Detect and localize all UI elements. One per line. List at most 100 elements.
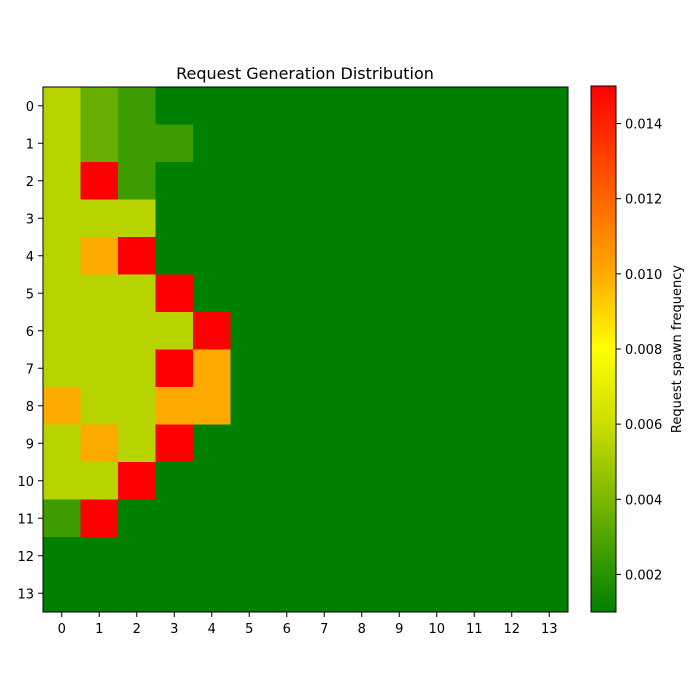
heatmap-cell — [118, 87, 156, 125]
heatmap-cell — [455, 312, 494, 350]
x-tick-label: 4 — [208, 622, 216, 637]
y-tick-label: 2 — [26, 175, 34, 190]
heatmap-cell — [268, 387, 306, 425]
heatmap-cell — [230, 162, 269, 200]
heatmap-cell — [343, 124, 381, 163]
heatmap-cell — [80, 199, 119, 238]
heatmap-cell — [193, 499, 231, 538]
heatmap-cell — [530, 237, 569, 275]
heatmap-cell — [230, 499, 269, 538]
heatmap-cell — [80, 499, 119, 538]
heatmap-cell — [80, 162, 119, 200]
heatmap-cell — [343, 537, 381, 575]
heatmap-cell — [530, 274, 569, 313]
heatmap-cell — [418, 124, 456, 163]
heatmap-cell — [530, 124, 569, 163]
heatmap-cell — [493, 499, 531, 538]
heatmap-cell — [155, 574, 194, 613]
heatmap-cell — [43, 199, 81, 238]
heatmap-cell — [418, 574, 456, 613]
x-tick-label: 3 — [170, 622, 178, 637]
colorbar-tick-label: 0.002 — [625, 568, 662, 583]
heatmap-cell — [530, 424, 569, 463]
heatmap-cell — [380, 537, 419, 575]
heatmap-cell — [43, 462, 81, 500]
heatmap-cell — [380, 312, 419, 350]
heatmap-cell — [193, 237, 231, 275]
heatmap-cell — [305, 349, 344, 388]
heatmap-cell — [493, 349, 531, 388]
heatmap-cell — [118, 162, 156, 200]
heatmap-cell — [155, 87, 194, 125]
heatmap-cell — [380, 237, 419, 275]
heatmap-cell — [380, 499, 419, 538]
y-tick-label: 9 — [26, 437, 34, 452]
heatmap-cell — [230, 424, 269, 463]
heatmap-cell — [118, 312, 156, 350]
y-tick-label: 12 — [17, 550, 34, 565]
heatmap-cell — [155, 124, 194, 163]
heatmap-cell — [305, 124, 344, 163]
heatmap-cell — [230, 237, 269, 275]
heatmap-cell — [418, 199, 456, 238]
heatmap-cell — [493, 387, 531, 425]
heatmap-cell — [118, 462, 156, 500]
heatmap-cell — [268, 574, 306, 613]
colorbar-tick-label: 0.014 — [625, 118, 662, 133]
heatmap-cell — [418, 312, 456, 350]
heatmap-cell — [380, 199, 419, 238]
heatmap-cell — [343, 349, 381, 388]
heatmap-cell — [118, 387, 156, 425]
heatmap-cell — [268, 312, 306, 350]
heatmap-cell — [530, 574, 569, 613]
heatmap-cell — [193, 424, 231, 463]
heatmap-cell — [493, 162, 531, 200]
heatmap-cell — [418, 462, 456, 500]
heatmap-cell — [230, 349, 269, 388]
heatmap-cell — [305, 237, 344, 275]
heatmap-cell — [268, 424, 306, 463]
heatmap-cell — [155, 349, 194, 388]
heatmap-cell — [193, 124, 231, 163]
heatmap-cell — [80, 87, 119, 125]
heatmap-cell — [455, 574, 494, 613]
heatmap-cell — [43, 237, 81, 275]
x-axis-ticks: 0 1 2 3 4 5 6 7 8 9 10 11 12 13 — [58, 612, 558, 637]
heatmap-cell — [418, 387, 456, 425]
y-tick-label: 11 — [17, 512, 34, 527]
heatmap-cell — [305, 87, 344, 125]
heatmap-cell — [268, 349, 306, 388]
heatmap-cell — [418, 274, 456, 313]
heatmap-cell — [268, 237, 306, 275]
heatmap-cell — [230, 462, 269, 500]
heatmap-cell — [343, 499, 381, 538]
heatmap-cell — [455, 124, 494, 163]
heatmap-cell — [418, 162, 456, 200]
heatmap-cell — [305, 387, 344, 425]
heatmap-cells — [43, 87, 569, 613]
heatmap-cell — [530, 499, 569, 538]
heatmap-cell — [343, 199, 381, 238]
heatmap-cell — [380, 124, 419, 163]
colorbar-ticks: 0.002 0.004 0.006 0.008 0.010 0.012 0.014 — [616, 118, 662, 583]
heatmap-cell — [493, 274, 531, 313]
heatmap-cell — [155, 199, 194, 238]
heatmap-cell — [230, 274, 269, 313]
heatmap-cell — [380, 574, 419, 613]
heatmap-cell — [493, 124, 531, 163]
y-tick-label: 8 — [26, 400, 34, 415]
heatmap-cell — [305, 199, 344, 238]
heatmap-cell — [305, 274, 344, 313]
heatmap-cell — [268, 87, 306, 125]
heatmap-cell — [43, 274, 81, 313]
heatmap-cell — [193, 274, 231, 313]
heatmap-cell — [155, 237, 194, 275]
chart-title: Request Generation Distribution — [176, 64, 434, 83]
heatmap-cell — [80, 274, 119, 313]
heatmap-cell — [343, 424, 381, 463]
heatmap-cell — [418, 424, 456, 463]
heatmap-cell — [305, 424, 344, 463]
heatmap-cell — [80, 462, 119, 500]
heatmap-cell — [80, 537, 119, 575]
heatmap-cell — [230, 537, 269, 575]
